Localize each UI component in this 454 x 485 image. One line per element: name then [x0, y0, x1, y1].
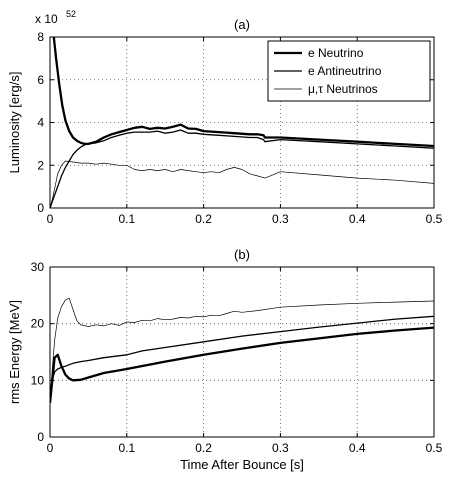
y-tick-label: 6: [37, 73, 44, 87]
y-tick-label: 2: [37, 158, 44, 172]
y-tick-label: 4: [37, 116, 44, 130]
legend-entry: e Antineutrino: [308, 64, 382, 78]
x-tick-label: 0.4: [349, 441, 366, 455]
x-tick-label: 0.1: [118, 212, 135, 226]
x-tick-label: 0.2: [195, 212, 212, 226]
panel-title: (b): [234, 247, 250, 262]
series-line-e-neutrino: [50, 326, 434, 404]
x-tick-label: 0: [47, 212, 54, 226]
x-tick-label: 0.5: [426, 441, 443, 455]
legend-entry: e Neutrino: [308, 46, 364, 60]
plot-frame: [49, 266, 435, 438]
series-line-e-neutrino: [52, 37, 434, 148]
y-tick-label: 8: [37, 30, 44, 44]
y-tick-label: 0: [37, 201, 44, 215]
y-axis-label: Luminosity [erg/s]: [7, 72, 22, 174]
series-line-neutrinos: [50, 160, 434, 208]
panel-b-rms-energy: 0 0.1 0.2 0.3 0.4 0.5 0 10 20 30 (b) rms Energy [Me…: [7, 247, 443, 472]
y-tick-label: 0: [37, 430, 44, 444]
series-line-neutrinos: [50, 297, 434, 404]
x-axis-label: Time After Bounce [s]: [180, 457, 304, 472]
panel-a-luminosity: 0 0.1 0.2 0.3 0.4 0.5 0 2 4 6 8 (a) Luminosity [erg/…: [7, 9, 443, 226]
y-multiplier-exponent: 52: [66, 9, 76, 19]
y-axis-label: rms Energy [MeV]: [7, 300, 22, 404]
x-tick-label: 0.4: [349, 212, 366, 226]
x-tick-label: 0.5: [426, 212, 443, 226]
legend-entry: μ,τ Neutrinos: [308, 82, 378, 96]
series-line-e-antineutrino: [50, 315, 434, 404]
x-tick-label: 0.1: [118, 441, 135, 455]
x-tick-label: 0: [47, 441, 54, 455]
x-tick-label: 0.3: [272, 441, 289, 455]
series-line-e-antineutrino: [50, 129, 434, 208]
legend: e Neutrino e Antineutrino μ,τ Neutrinos: [267, 40, 431, 102]
x-tick-label: 0.3: [272, 212, 289, 226]
panel-title: (a): [234, 17, 250, 32]
x-tick-label: 0.2: [195, 441, 212, 455]
y-tick-label: 30: [31, 260, 45, 274]
y-multiplier: x 10: [35, 12, 58, 26]
y-tick-label: 10: [31, 373, 45, 387]
y-tick-label: 20: [31, 317, 45, 331]
